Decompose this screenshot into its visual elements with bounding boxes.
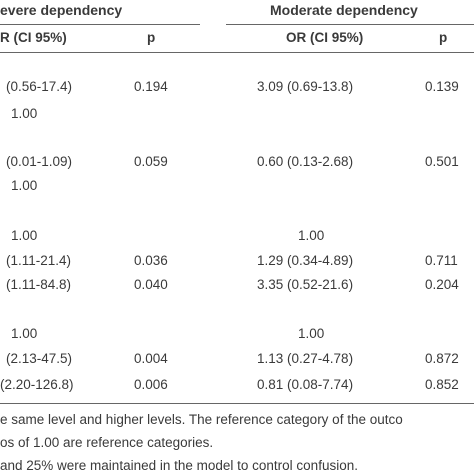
cell-or-right: 3.09 (0.69-13.8) [257,79,354,94]
cell-or-right: 1.00 [298,228,325,243]
cell-p-right: 0.852 [425,377,459,392]
col-header-p-right: p [439,30,448,45]
cell-or-right: 1.00 [298,326,325,341]
footnote-line-1: e same level and higher levels. The refe… [0,412,403,427]
cell-or-left: (0.01-1.09) [6,154,73,169]
cell-or-left: (0.56-17.4) [6,79,73,94]
group-rule-left [0,24,200,25]
cell-or-right: 0.60 (0.13-2.68) [257,154,354,169]
header-rule [0,52,474,53]
cell-p-left: 0.036 [134,253,168,268]
cell-p-right: 0.204 [425,277,459,292]
footnote-line-2: os of 1.00 are reference categories. [0,435,214,450]
cell-p-right: 0.872 [425,351,459,366]
cell-or-left: (2.13-47.5) [6,351,73,366]
cell-p-left: 0.194 [134,79,168,94]
bottom-rule [0,403,474,404]
group-header-moderate: Moderate dependency [270,2,418,18]
group-rule-right [226,24,474,25]
cell-p-right: 0.711 [425,253,458,268]
cell-or-right: 1.29 (0.34-4.89) [257,253,354,268]
cell-or-left: (2.20-126.8) [0,377,74,392]
cell-p-right: 0.139 [425,79,459,94]
cell-or-left: (1.11-84.8) [6,277,72,292]
cell-p-left: 0.004 [134,351,168,366]
cell-or-right: 0.81 (0.08-7.74) [257,377,354,392]
cell-or-left: 1.00 [11,178,38,193]
col-header-or-left: R (CI 95%) [0,30,67,45]
footnote-line-3: and 25% were maintained in the model to … [0,458,358,473]
group-header-severe: evere dependency [0,2,123,18]
cell-or-left: 1.00 [11,106,38,121]
cell-p-left: 0.059 [134,154,168,169]
col-header-p-left: p [147,30,156,45]
cell-or-right: 3.35 (0.52-21.6) [257,277,354,292]
cell-p-right: 0.501 [425,154,459,169]
col-header-or-right: OR (CI 95%) [286,30,364,45]
cell-or-left: 1.00 [11,326,38,341]
cell-or-left: 1.00 [11,228,38,243]
cell-p-left: 0.006 [134,377,168,392]
cell-or-right: 1.13 (0.27-4.78) [257,351,354,366]
cell-p-left: 0.040 [134,277,168,292]
cell-or-left: (1.11-21.4) [6,253,72,268]
